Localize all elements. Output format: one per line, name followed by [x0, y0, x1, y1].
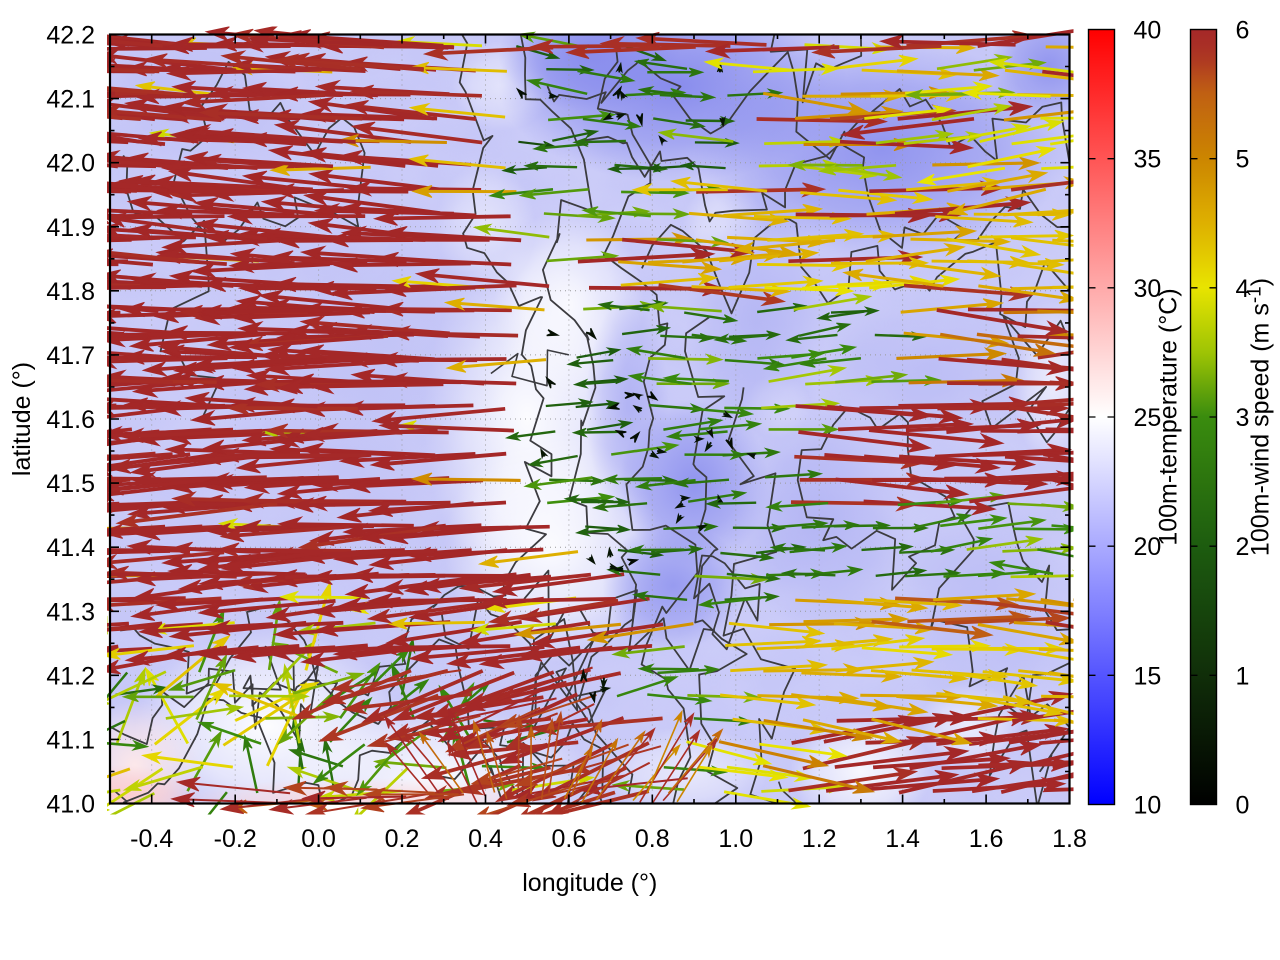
svg-text:3: 3 — [1236, 404, 1250, 432]
svg-text:25: 25 — [1134, 404, 1162, 432]
svg-text:1.2: 1.2 — [802, 825, 837, 853]
svg-text:100m-wind speed (m s-1): 100m-wind speed (m s-1) — [1245, 278, 1275, 556]
svg-text:-0.2: -0.2 — [214, 825, 257, 853]
svg-text:30: 30 — [1134, 275, 1162, 303]
svg-text:41.9: 41.9 — [46, 214, 95, 242]
svg-text:42.2: 42.2 — [46, 22, 95, 50]
svg-text:4: 4 — [1236, 275, 1250, 303]
svg-text:41.2: 41.2 — [46, 662, 95, 690]
svg-text:40: 40 — [1134, 17, 1162, 45]
svg-text:1.8: 1.8 — [1052, 825, 1087, 853]
svg-text:2: 2 — [1236, 533, 1250, 561]
svg-text:41.7: 41.7 — [46, 342, 95, 370]
svg-text:100m-temperature (°C): 100m-temperature (°C) — [1155, 288, 1183, 545]
svg-text:41.6: 41.6 — [46, 406, 95, 434]
svg-text:latitude (°): latitude (°) — [8, 362, 36, 476]
svg-text:0.0: 0.0 — [301, 825, 336, 853]
svg-text:-0.4: -0.4 — [130, 825, 173, 853]
svg-text:longitude (°): longitude (°) — [522, 869, 657, 897]
svg-text:0.6: 0.6 — [552, 825, 587, 853]
svg-text:42.0: 42.0 — [46, 150, 95, 178]
svg-text:10: 10 — [1134, 792, 1162, 820]
svg-text:0.2: 0.2 — [385, 825, 420, 853]
svg-text:41.4: 41.4 — [46, 534, 95, 562]
svg-text:1.0: 1.0 — [718, 825, 753, 853]
svg-text:41.0: 41.0 — [46, 791, 95, 819]
svg-text:1: 1 — [1236, 662, 1250, 690]
svg-text:1.6: 1.6 — [969, 825, 1004, 853]
svg-text:0.8: 0.8 — [635, 825, 670, 853]
svg-text:35: 35 — [1134, 146, 1162, 174]
svg-text:6: 6 — [1236, 17, 1250, 45]
svg-text:15: 15 — [1134, 662, 1162, 690]
svg-text:1.4: 1.4 — [885, 825, 920, 853]
svg-text:5: 5 — [1236, 146, 1250, 174]
svg-text:0: 0 — [1236, 792, 1250, 820]
svg-text:20: 20 — [1134, 533, 1162, 561]
svg-text:41.1: 41.1 — [46, 726, 95, 754]
svg-text:41.3: 41.3 — [46, 598, 95, 626]
svg-text:41.5: 41.5 — [46, 470, 95, 498]
svg-text:42.1: 42.1 — [46, 86, 95, 114]
svg-text:41.8: 41.8 — [46, 278, 95, 306]
svg-text:0.4: 0.4 — [468, 825, 503, 853]
